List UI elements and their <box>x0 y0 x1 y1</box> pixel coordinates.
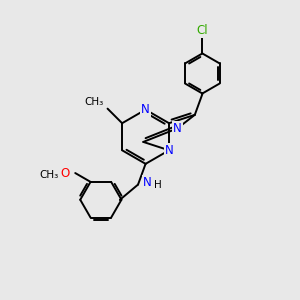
Text: N: N <box>142 176 151 189</box>
Text: N: N <box>141 103 150 116</box>
Text: CH₃: CH₃ <box>84 97 103 107</box>
Text: O: O <box>61 167 70 179</box>
Text: CH₃: CH₃ <box>40 170 59 180</box>
Text: Cl: Cl <box>196 24 208 37</box>
Text: N: N <box>173 122 182 135</box>
Text: H: H <box>154 180 162 190</box>
Text: N: N <box>165 144 173 157</box>
